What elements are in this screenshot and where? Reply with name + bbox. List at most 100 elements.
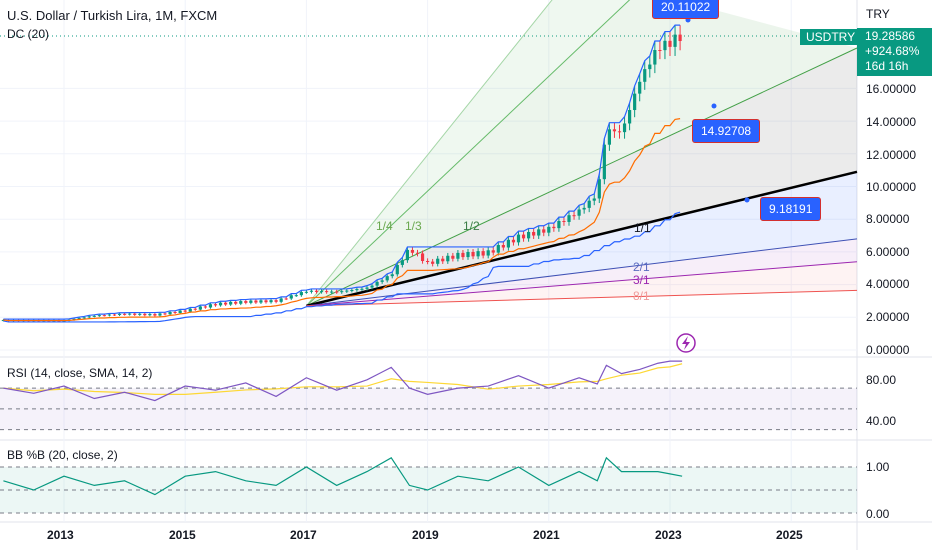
candle-body [436, 258, 440, 264]
candle-body [612, 129, 617, 132]
time-tick: 2025 [776, 528, 803, 542]
candle-body [188, 308, 192, 312]
candle-body [486, 250, 490, 256]
candle-body [456, 252, 460, 259]
fan-line [306, 238, 858, 307]
candle-body [643, 69, 647, 82]
candle-body [269, 300, 273, 303]
candle-body [244, 301, 248, 303]
candle-body [617, 131, 622, 133]
candle-body [653, 50, 657, 65]
donchian-lower [3, 211, 681, 323]
candle-body [471, 251, 475, 257]
candle-body [133, 313, 137, 315]
indicator-lines [3, 17, 750, 323]
candle-body [97, 315, 101, 317]
candle-body [234, 301, 238, 304]
candle-body [183, 310, 187, 312]
candle-body [597, 179, 601, 199]
candle-body [501, 245, 505, 248]
candle-body [527, 231, 531, 239]
bb-line [3, 456, 683, 496]
candle-body [117, 313, 122, 315]
chart-title: U.S. Dollar / Turkish Lira, 1M, FXCM [7, 8, 218, 23]
candle-body [153, 314, 157, 316]
candle-body [254, 300, 258, 303]
callout-low[interactable]: 9.18191 [760, 197, 822, 221]
callout-mid[interactable]: 14.92708 [692, 119, 761, 143]
fan-line [306, 47, 858, 307]
fan-label: 1/1 [634, 221, 651, 235]
bb-label[interactable]: BB %B (20, close, 2) [7, 448, 118, 462]
price-tick: 14.00000 [866, 115, 917, 129]
gann-fan [306, 0, 858, 308]
symbol-badge: USDTRY [800, 29, 862, 45]
candle-body [552, 226, 556, 229]
candle-body [476, 251, 480, 257]
rsi-line [3, 360, 683, 402]
candle-body [375, 281, 379, 286]
candle-body [496, 245, 500, 253]
candle-body [567, 215, 571, 222]
candle-body [628, 110, 632, 124]
candle-body [400, 260, 404, 265]
candle-body [405, 249, 409, 261]
price-tick: 0.00000 [866, 343, 910, 357]
candle-body [446, 255, 450, 262]
candle-body [203, 306, 207, 308]
time-tick: 2021 [533, 528, 560, 542]
price-tick: 10.00000 [866, 180, 917, 194]
candle-body [259, 300, 263, 303]
candle-body [330, 291, 334, 293]
callout-top[interactable]: 20.11022 [652, 0, 720, 19]
bb-tick: 1.00 [866, 460, 890, 474]
candle-body [325, 291, 329, 293]
candle-body [607, 129, 611, 145]
candle-body [284, 298, 288, 300]
rsi-tick: 40.00 [866, 414, 897, 428]
fan-label: 8/1 [633, 289, 650, 303]
candle-body [648, 64, 652, 70]
candle-body [663, 40, 667, 51]
candle-body [128, 313, 132, 315]
candle-body [562, 220, 566, 222]
lightning-icon[interactable] [676, 333, 696, 353]
bb-pane [0, 456, 857, 514]
candle-body [365, 287, 369, 289]
candle-body [415, 252, 420, 254]
candle-body [102, 315, 106, 317]
candle-body [92, 315, 96, 317]
candle-body [289, 295, 293, 299]
candle-body [638, 81, 642, 94]
candle-body [279, 298, 283, 302]
indicator-label-dc[interactable]: DC (20) [7, 27, 50, 41]
last-price: 19.28586 [865, 29, 916, 43]
candle-body [542, 229, 546, 233]
candle-body [299, 292, 303, 296]
candle-body [420, 253, 425, 261]
candle-body [441, 258, 445, 262]
candle-body [294, 295, 298, 297]
rsi-label[interactable]: RSI (14, close, SMA, 14, 2) [7, 366, 153, 380]
candle-body [658, 50, 662, 52]
candle-body [340, 291, 344, 293]
candle-body [304, 291, 308, 293]
candle-body [360, 288, 364, 290]
candle-body [218, 302, 223, 306]
candle-body [633, 93, 637, 111]
candle-body [547, 226, 551, 233]
last-price-box: 19.28586 +924.68% 16d 16h [857, 28, 932, 76]
fan-line [306, 0, 553, 307]
fan-band [306, 0, 857, 306]
candle-body [168, 311, 172, 315]
candle-body [466, 251, 470, 258]
time-tick: 2015 [169, 528, 196, 542]
price-change: +924.68% [865, 44, 920, 58]
candle-body [516, 234, 521, 243]
candle-body [309, 290, 314, 292]
candle-body [622, 123, 627, 133]
candle-body [537, 229, 541, 236]
price-tick: 6.00000 [866, 245, 910, 259]
